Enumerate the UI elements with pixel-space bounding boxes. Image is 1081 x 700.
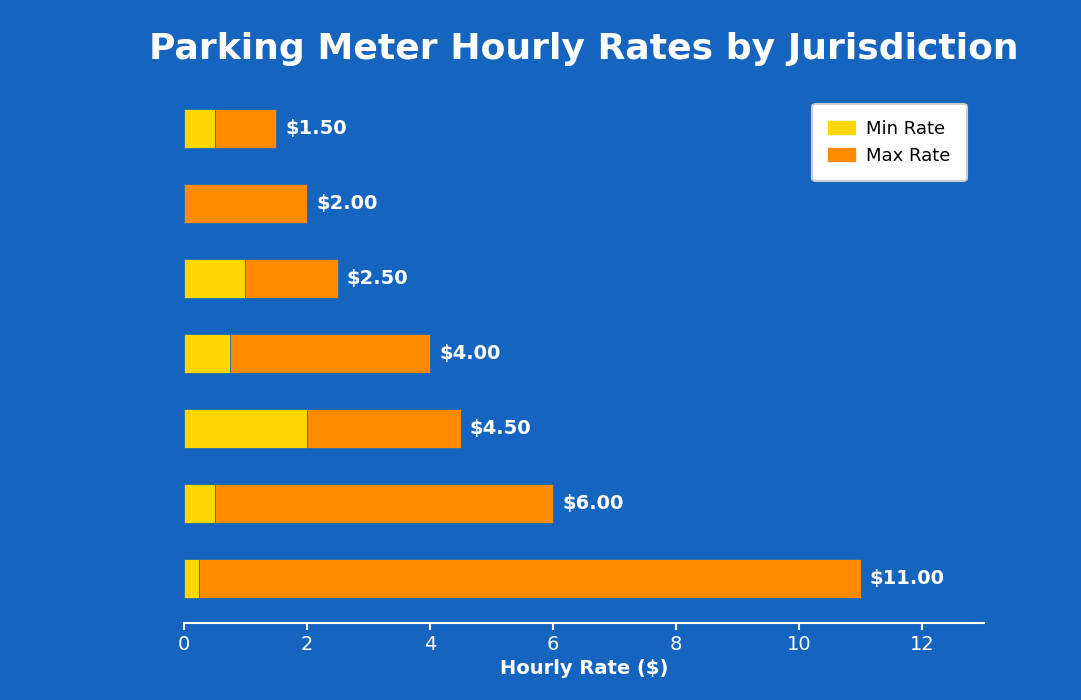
Bar [184, 184, 307, 223]
Bar [184, 409, 307, 448]
Bar [199, 559, 860, 598]
Text: $1.50: $1.50 [285, 120, 347, 139]
Text: $4.00: $4.00 [439, 344, 501, 363]
Text: $11.00: $11.00 [870, 568, 945, 587]
Bar [184, 559, 199, 598]
Text: $2.50: $2.50 [347, 269, 409, 288]
Bar [184, 109, 214, 148]
Bar [245, 259, 337, 298]
Bar [184, 484, 214, 523]
Text: $4.50: $4.50 [470, 419, 532, 438]
Legend: Min Rate, Max Rate: Min Rate, Max Rate [812, 104, 966, 181]
X-axis label: Hourly Rate ($): Hourly Rate ($) [499, 659, 668, 678]
Bar [184, 334, 230, 373]
Bar [307, 409, 461, 448]
Bar [214, 109, 276, 148]
Text: $2.00: $2.00 [316, 195, 377, 214]
Bar [184, 259, 245, 298]
Text: $6.00: $6.00 [562, 494, 624, 512]
Title: Parking Meter Hourly Rates by Jurisdiction: Parking Meter Hourly Rates by Jurisdicti… [149, 32, 1018, 66]
Bar [214, 484, 553, 523]
Bar [230, 334, 430, 373]
